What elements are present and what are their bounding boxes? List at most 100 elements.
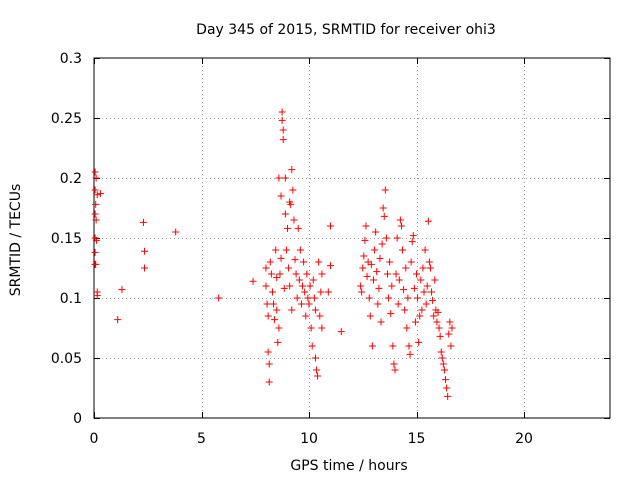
data-point [282, 246, 290, 254]
data-point [413, 270, 420, 278]
data-point [324, 288, 332, 296]
data-point [406, 350, 414, 358]
data-point [389, 342, 397, 350]
data-point [264, 348, 272, 356]
data-point [399, 246, 407, 254]
data-point [371, 246, 379, 254]
grid-lines [94, 58, 610, 418]
data-point [316, 312, 324, 320]
data-point [395, 276, 403, 284]
data-point [410, 284, 418, 292]
data-point [365, 294, 373, 302]
data-point [93, 191, 101, 199]
data-point [423, 282, 431, 290]
data-point [318, 324, 326, 332]
data-point [375, 284, 383, 292]
data-point [315, 258, 323, 266]
data-point [435, 324, 443, 332]
data-point [359, 264, 367, 272]
data-point [309, 276, 317, 284]
data-point [281, 174, 289, 182]
data-point [327, 222, 334, 230]
data-point [376, 254, 384, 262]
data-point [407, 258, 415, 266]
y-axis-label: SRMTID / TECUs [8, 184, 24, 297]
data-point [272, 246, 280, 254]
data-point [267, 270, 275, 278]
data-point [363, 272, 371, 280]
data-point [285, 264, 293, 272]
data-point [381, 186, 389, 194]
data-point [91, 210, 99, 218]
data-point [311, 306, 319, 314]
data-point [444, 392, 452, 400]
data-point [276, 270, 284, 278]
y-tick-label: 0.2 [60, 171, 82, 187]
data-point [394, 300, 402, 308]
data-point [436, 332, 444, 340]
data-point [313, 366, 321, 374]
data-point [281, 210, 289, 218]
data-point [249, 277, 257, 285]
data-point [414, 294, 422, 302]
data-point [377, 318, 385, 326]
data-point [268, 288, 276, 296]
data-point [429, 296, 437, 304]
data-point [280, 284, 288, 292]
data-point [440, 366, 448, 374]
data-point [141, 247, 149, 255]
data-point [422, 300, 430, 308]
plot-frame [93, 57, 611, 419]
x-tick-label: 5 [197, 431, 206, 447]
data-point [367, 260, 375, 268]
data-point [419, 264, 427, 272]
y-tick-label: 0.15 [51, 231, 82, 247]
data-point [443, 384, 451, 392]
data-point [392, 270, 400, 278]
data-point [366, 312, 374, 320]
data-point [93, 236, 101, 244]
data-point [273, 274, 281, 282]
data-point [92, 200, 100, 208]
data-point [297, 300, 305, 308]
data-point [370, 276, 377, 284]
data-point [279, 136, 287, 144]
y-tick-labels: 0 0.05 0.1 0.15 0.2 0.25 0.3 [51, 51, 82, 427]
data-point [368, 342, 376, 350]
data-point [327, 262, 334, 270]
data-point [378, 240, 386, 248]
x-tick-label: 20 [515, 431, 533, 447]
data-point [262, 282, 270, 290]
y-tick-label: 0.25 [51, 111, 82, 127]
data-point [362, 222, 370, 230]
data-point [287, 200, 295, 208]
data-point [265, 378, 273, 386]
chart-title: Day 345 of 2015, SRMTID for receiver ohi… [196, 22, 496, 38]
data-point [337, 328, 345, 336]
data-point [408, 238, 416, 246]
data-point [397, 222, 405, 230]
data-point [302, 312, 310, 320]
data-point [305, 300, 313, 308]
data-point [424, 217, 432, 225]
x-tick-labels: 0 5 10 15 20 [90, 431, 533, 447]
data-point [288, 306, 296, 314]
data-point [277, 254, 285, 262]
data-point [393, 234, 401, 242]
data-point [92, 216, 100, 224]
data-point [317, 288, 325, 296]
data-point [385, 294, 393, 302]
data-point [118, 286, 126, 294]
data-point [374, 300, 382, 308]
data-point [409, 232, 417, 240]
data-point [318, 270, 326, 278]
data-point [358, 288, 366, 296]
data-point [304, 294, 312, 302]
data-point [439, 360, 447, 368]
x-tick-label: 15 [408, 431, 426, 447]
data-point [388, 282, 396, 290]
y-tick-label: 0.05 [51, 351, 82, 367]
y-tick-label: 0 [73, 411, 82, 427]
data-point [279, 126, 287, 134]
